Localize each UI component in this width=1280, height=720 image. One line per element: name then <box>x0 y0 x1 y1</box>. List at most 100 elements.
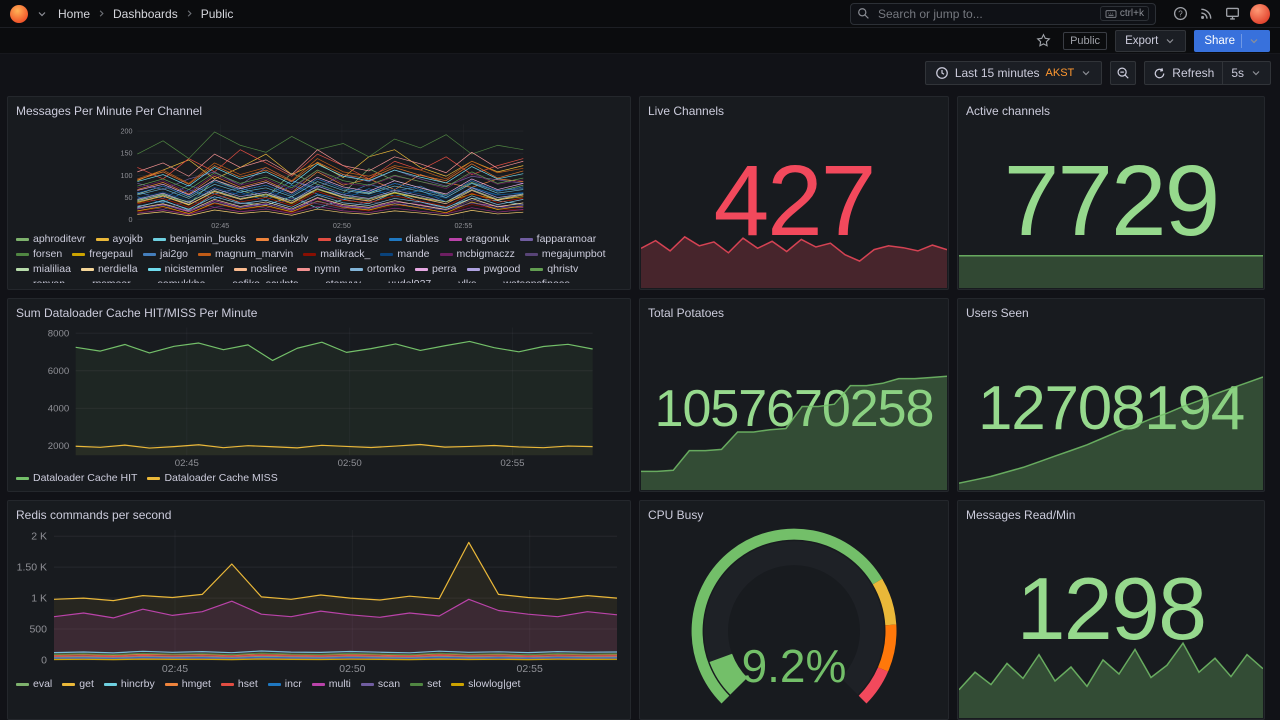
breadcrumb-dashboards[interactable]: Dashboards <box>113 6 178 21</box>
panel-total-potatoes: Total Potatoes 1057670258 <box>639 298 949 492</box>
panel-title[interactable]: Redis commands per second <box>16 508 172 522</box>
messages-chart[interactable]: 0 50 100 150 200 02:45 02:50 02:55 <box>16 121 622 230</box>
legend-item-dayra1se[interactable]: dayra1se <box>318 233 379 246</box>
legend-item-renyan[interactable]: renyan <box>16 278 65 283</box>
legend-item-stanyyy[interactable]: stanyyy <box>308 278 361 283</box>
legend-item-scan[interactable]: scan <box>360 678 400 691</box>
legend-item-jai2go[interactable]: jai2go <box>142 248 188 261</box>
clock-icon <box>935 67 948 79</box>
legend-item-magnum_marvin[interactable]: magnum_marvin <box>198 248 293 261</box>
breadcrumb-home[interactable]: Home <box>58 6 91 21</box>
legend-item-benjamin_bucks[interactable]: benjamin_bucks <box>152 233 246 246</box>
help-circle-icon: ? <box>1173 6 1187 21</box>
legend-item-mialiliaa[interactable]: mialiliaa <box>16 263 71 276</box>
panel-messages-read: Messages Read/Min 1298 <box>957 500 1265 720</box>
mega-menu-toggle-icon[interactable] <box>36 8 48 20</box>
share-button[interactable]: Share <box>1194 29 1270 52</box>
panel-live-channels: Live Channels 427 <box>639 96 949 290</box>
redis-chart[interactable]: 0 500 1 K 1.50 K 2 K 02:45 02:50 02:55 <box>16 525 622 675</box>
svg-text:200: 200 <box>121 126 133 135</box>
legend-item-mcbigmaczz[interactable]: mcbigmaczz <box>439 248 515 261</box>
legend-item-mande[interactable]: mande <box>380 248 430 261</box>
panel-messages-per-minute: Messages Per Minute Per Channel 0 50 100 15… <box>7 96 631 290</box>
search-input[interactable] <box>876 5 1094 22</box>
legend-item-ayojkb[interactable]: ayojkb <box>95 233 143 246</box>
svg-text:02:55: 02:55 <box>517 663 543 675</box>
breadcrumb: Home Dashboards Public <box>56 7 235 21</box>
legend-item-megajumpbot[interactable]: megajumpbot <box>524 248 606 261</box>
grafana-logo[interactable] <box>10 4 28 23</box>
legend-item-nerdiella[interactable]: nerdiella <box>80 263 138 276</box>
legend-item-hincrby[interactable]: hincrby <box>103 678 155 691</box>
breadcrumb-public[interactable]: Public <box>200 6 234 21</box>
legend-item-eragonuk[interactable]: eragonuk <box>448 233 510 246</box>
panel-title[interactable]: Total Potatoes <box>648 306 725 320</box>
refresh-button[interactable]: Refresh <box>1145 62 1222 84</box>
keyboard-icon <box>1105 9 1117 18</box>
legend-item-samukkha[interactable]: samukkha <box>141 278 206 283</box>
legend-item-hmget[interactable]: hmget <box>164 678 211 691</box>
refresh-interval-picker[interactable]: 5s <box>1222 62 1270 84</box>
legend-item-perra[interactable]: perra <box>414 263 457 276</box>
legend-item-Dataloader Cache MISS[interactable]: Dataloader Cache MISS <box>147 472 278 485</box>
sparkline <box>959 376 1263 490</box>
sparkline <box>641 235 947 288</box>
legend-item-set[interactable]: set <box>410 678 441 691</box>
search-box[interactable]: ctrl+k <box>850 2 1156 25</box>
svg-text:1 K: 1 K <box>31 593 47 605</box>
legend-item-nymn[interactable]: nymn <box>297 263 340 276</box>
panel-title[interactable]: Users Seen <box>966 306 1029 320</box>
svg-text:6000: 6000 <box>48 366 69 377</box>
time-range-picker[interactable]: Last 15 minutes AKST <box>924 61 1103 85</box>
export-button[interactable]: Export <box>1115 29 1187 52</box>
panel-title[interactable]: Sum Dataloader Cache HIT/MISS Per Minute <box>16 306 258 320</box>
legend-item-watsonsfineas[interactable]: watsonsfineas <box>486 278 570 283</box>
dataloader-chart[interactable]: 2000 4000 6000 8000 02:45 02:50 02:55 <box>16 323 622 469</box>
svg-text:02:50: 02:50 <box>338 458 362 469</box>
svg-text:02:45: 02:45 <box>162 663 188 675</box>
legend-item-pwgood[interactable]: pwgood <box>466 263 520 276</box>
legend-item-rnsmeer[interactable]: rnsmeer <box>75 278 131 283</box>
legend-item-aphroditevr[interactable]: aphroditevr <box>16 233 86 246</box>
chevron-down-icon <box>1250 38 1258 43</box>
star-icon <box>1036 33 1051 47</box>
legend-item-fapparamoar[interactable]: fapparamoar <box>519 233 596 246</box>
panel-title[interactable]: Active channels <box>966 104 1051 118</box>
legend-item-nicistemmler[interactable]: nicistemmler <box>147 263 224 276</box>
help-button[interactable]: ? <box>1168 2 1192 26</box>
legend-item-forsen[interactable]: forsen <box>16 248 62 261</box>
rss-icon <box>1200 8 1211 19</box>
svg-text:02:45: 02:45 <box>175 458 199 469</box>
display-button[interactable] <box>1220 2 1244 26</box>
legend-item-fregepaul[interactable]: fregepaul <box>72 248 133 261</box>
legend-item-diables[interactable]: diables <box>388 233 439 246</box>
svg-text:02:55: 02:55 <box>500 458 524 469</box>
legend-item-vlks[interactable]: vlks <box>441 278 476 283</box>
legend-item-dankzlv[interactable]: dankzlv <box>255 233 308 246</box>
legend-item-uudel927[interactable]: uudel927 <box>371 278 431 283</box>
cpu-gauge[interactable]: 9.2% <box>648 527 940 713</box>
zoom-out-time-button[interactable] <box>1110 61 1137 85</box>
legend-item-get[interactable]: get <box>62 678 94 691</box>
legend-item-nosliree[interactable]: nosliree <box>233 263 287 276</box>
panel-cpu-busy: CPU Busy 9.2% <box>639 500 949 720</box>
star-button[interactable] <box>1031 29 1055 53</box>
legend-item-hset[interactable]: hset <box>220 678 258 691</box>
svg-text:50: 50 <box>125 193 133 202</box>
user-avatar[interactable] <box>1250 3 1270 24</box>
legend-item-slowlog|get[interactable]: slowlog|get <box>451 678 520 691</box>
panel-title[interactable]: Messages Per Minute Per Channel <box>16 104 203 118</box>
legend-item-multi[interactable]: multi <box>311 678 351 691</box>
legend-item-sofiko_sculpts[interactable]: sofiko_sculpts <box>215 278 298 283</box>
panel-title[interactable]: Messages Read/Min <box>966 508 1076 522</box>
legend-item-Dataloader Cache HIT[interactable]: Dataloader Cache HIT <box>16 472 137 485</box>
panel-title[interactable]: CPU Busy <box>648 508 704 522</box>
legend-item-malikrack_[interactable]: malikrack_ <box>303 248 370 261</box>
svg-text:2 K: 2 K <box>31 531 47 543</box>
panel-title[interactable]: Live Channels <box>648 104 725 118</box>
legend-item-ortomko[interactable]: ortomko <box>350 263 405 276</box>
legend-item-incr[interactable]: incr <box>267 678 302 691</box>
news-button[interactable] <box>1194 2 1218 26</box>
legend-item-qhristv[interactable]: qhristv <box>530 263 578 276</box>
legend-item-eval[interactable]: eval <box>16 678 52 691</box>
